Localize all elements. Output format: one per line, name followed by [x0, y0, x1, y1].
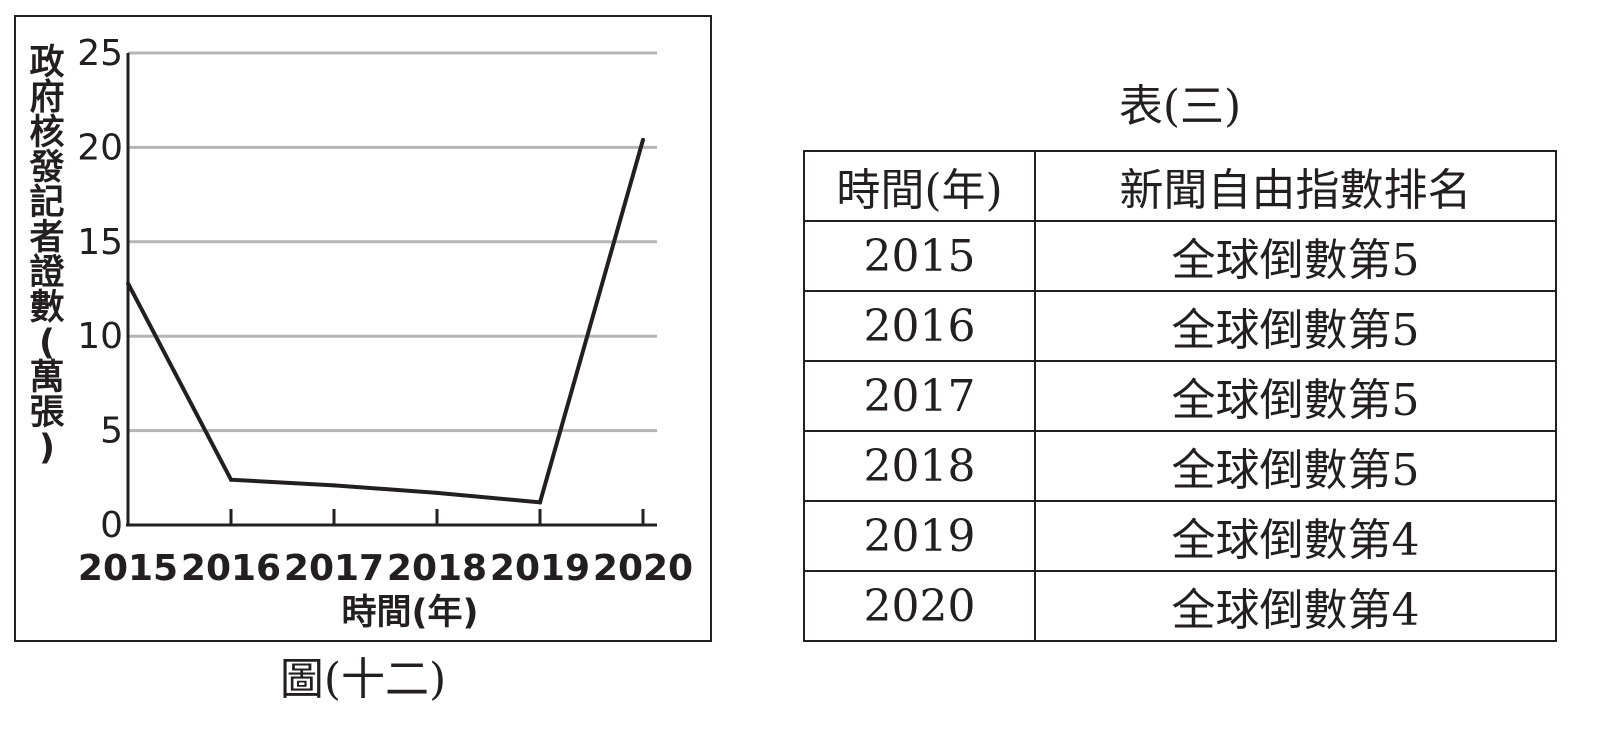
year-cell: 2018 [804, 431, 1035, 501]
header-ranking: 新聞自由指數排名 [1035, 151, 1556, 221]
table-row: 2016 全球倒數第5 [804, 291, 1556, 361]
y-tick-label: 10 [77, 316, 123, 357]
ranking-cell: 全球倒數第4 [1035, 571, 1556, 641]
series-line [128, 140, 643, 502]
x-tick-label: 2018 [387, 548, 487, 589]
ranking-cell: 全球倒數第4 [1035, 501, 1556, 571]
y-tick-labels: 0 5 10 15 20 25 [77, 33, 123, 546]
x-tick-label: 2020 [593, 548, 693, 589]
table-row: 2019 全球倒數第4 [804, 501, 1556, 571]
y-axis-label-char: 張 [29, 393, 64, 433]
x-axis-label: 時間(年) [342, 593, 479, 633]
x-tick-label: 2015 [78, 548, 178, 589]
y-axis-label-char: ( [39, 323, 55, 363]
x-tick-label: 2019 [490, 548, 590, 589]
header-year: 時間(年) [804, 151, 1035, 221]
press-freedom-table: 時間(年) 新聞自由指數排名 2015 全球倒數第5 2016 全球倒數第5 2… [803, 150, 1557, 642]
y-axis-label-char: ) [39, 428, 55, 468]
table-caption: 表(三) [1080, 78, 1280, 136]
x-tick-label: 2016 [181, 548, 281, 589]
ranking-cell: 全球倒數第5 [1035, 361, 1556, 431]
ranking-cell: 全球倒數第5 [1035, 221, 1556, 291]
y-axis-label: 政府核發記者證數(萬張) [28, 43, 65, 468]
data-point [332, 483, 336, 487]
x-tick-labels: 2015 2016 2017 2018 2019 2020 [78, 548, 693, 589]
data-point [229, 478, 233, 482]
y-axis-label-char: 萬 [29, 358, 64, 398]
ranking-cell: 全球倒數第5 [1035, 431, 1556, 501]
y-axis-label-char: 核 [29, 113, 64, 153]
year-cell: 2017 [804, 361, 1035, 431]
y-axis-label-char: 發 [28, 148, 64, 188]
y-axis-label-char: 政 [29, 43, 64, 83]
x-tick-label: 2017 [284, 548, 384, 589]
line-chart: 0 5 10 15 20 25 2015 2016 2017 2018 2019 2020 政府核發… [16, 17, 710, 640]
y-axis-label-char: 證 [29, 252, 65, 293]
data-point [435, 491, 439, 495]
year-cell: 2015 [804, 221, 1035, 291]
y-tick-label: 0 [100, 505, 123, 546]
y-tick-label: 15 [77, 222, 123, 263]
data-point [538, 500, 542, 504]
table-row: 2020 全球倒數第4 [804, 571, 1556, 641]
year-cell: 2019 [804, 501, 1035, 571]
y-tick-label: 5 [100, 411, 123, 452]
y-axis-label-char: 記 [29, 183, 64, 223]
series-layer [126, 138, 645, 504]
data-point [126, 281, 130, 285]
table-header-row: 時間(年) 新聞自由指數排名 [804, 151, 1556, 221]
chart-frame: 0 5 10 15 20 25 2015 2016 2017 2018 2019 2020 政府核發… [14, 15, 712, 642]
data-point [641, 138, 645, 142]
year-cell: 2016 [804, 291, 1035, 361]
ranking-cell: 全球倒數第5 [1035, 291, 1556, 361]
table-row: 2015 全球倒數第5 [804, 221, 1556, 291]
figure-caption: 圖(十二) [14, 650, 712, 710]
year-cell: 2020 [804, 571, 1035, 641]
table-row: 2017 全球倒數第5 [804, 361, 1556, 431]
y-tick-label: 20 [77, 127, 123, 168]
y-axis-label-char: 者 [29, 218, 64, 258]
y-axis-label-char: 府 [29, 77, 64, 118]
table-row: 2018 全球倒數第5 [804, 431, 1556, 501]
y-axis-label-char: 數 [29, 288, 64, 328]
axes [126, 53, 657, 526]
y-tick-label: 25 [77, 33, 123, 74]
